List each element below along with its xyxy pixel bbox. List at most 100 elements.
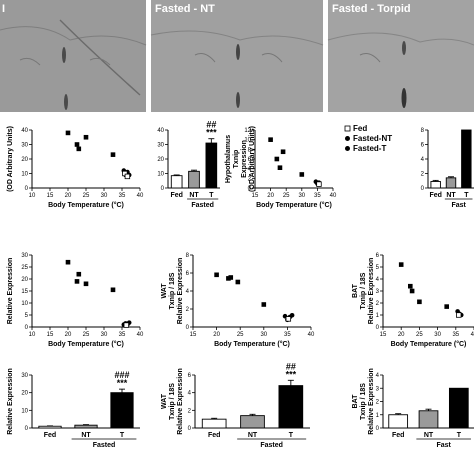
bar-fed xyxy=(170,175,183,189)
significance-stars: *** xyxy=(286,369,297,379)
x-axis-label: Body Temperature (°C) xyxy=(48,201,124,209)
y-tick-label: 20 xyxy=(21,277,28,283)
x-tick-label: 35 xyxy=(119,332,126,338)
x-tick-label: 10 xyxy=(29,332,36,338)
group-label: Fasted xyxy=(93,442,116,449)
y-tick-label: 10 xyxy=(21,172,28,178)
x-tick-label: 30 xyxy=(298,193,305,199)
y-tick-label: 2 xyxy=(376,301,380,307)
chart-r3c2: 0 2 4 6 WAT Txnip / 18S Relative Expression Fed… xyxy=(161,361,310,449)
data-point-fed xyxy=(316,181,322,187)
y-tick-label: 6 xyxy=(376,253,380,259)
y-tick-label: 20 xyxy=(21,391,28,397)
x-tick-label: 35 xyxy=(119,193,126,199)
data-point-torpid xyxy=(277,165,283,170)
x-tick-label: 15 xyxy=(47,193,54,199)
y-tick-label: 0 xyxy=(376,426,380,432)
category-label: T xyxy=(209,192,214,199)
x-tick-label: 20 xyxy=(267,193,274,199)
x-tick-label: 40 xyxy=(137,193,144,199)
x-tick-label: 40 xyxy=(330,193,337,199)
y-tick-label: 0 xyxy=(186,325,190,331)
x-tick-label: 20 xyxy=(213,332,220,338)
y-tick-label: 4 xyxy=(421,157,425,163)
bar-nt xyxy=(74,424,98,429)
y-tick-label: 10 xyxy=(21,301,28,307)
data-point-torpid xyxy=(65,130,71,136)
x-tick-label: 40 xyxy=(308,332,315,338)
y-axis-label: Relative Expression xyxy=(368,258,375,325)
y-tick-label: 4 xyxy=(376,277,380,283)
y-tick-label: 4 xyxy=(186,289,190,295)
y-tick-label: 30 xyxy=(21,373,28,379)
y-tick-label: 0 xyxy=(421,186,425,192)
y-axis-label: Relative Expression xyxy=(368,368,375,435)
y-axis-label: Txnip / 18S xyxy=(169,272,176,309)
y-tick-label: 25 xyxy=(21,265,28,271)
x-tick-label: 40 xyxy=(137,332,144,338)
y-tick-label: 12 xyxy=(244,128,251,134)
category-label: Fed xyxy=(208,432,220,439)
x-tick-label: 30 xyxy=(260,332,267,338)
category-label: Fed xyxy=(170,192,182,199)
y-axis-label: Relative Expression xyxy=(177,258,184,325)
y-axis-label: WAT xyxy=(161,283,168,299)
y-tick-label: 0 xyxy=(248,186,252,192)
y-tick-label: 10 xyxy=(157,172,164,178)
x-tick-label: 15 xyxy=(47,332,54,338)
y-axis-label: (OD Arbitrary Units) xyxy=(7,126,14,192)
legend-label-fed: Fed xyxy=(353,124,367,133)
y-tick-label: 5 xyxy=(376,265,380,271)
y-axis-label: WAT xyxy=(161,393,168,409)
data-point-torpid xyxy=(299,172,305,177)
bar-t xyxy=(461,129,472,189)
category-label: Fed xyxy=(429,192,441,199)
y-axis-label: Txnip / 18S xyxy=(169,383,176,420)
group-label: Fast xyxy=(436,442,451,449)
data-point-torpid xyxy=(83,281,89,287)
x-tick-label: 25 xyxy=(83,193,90,199)
y-tick-label: 5 xyxy=(25,313,29,319)
y-tick-label: 6 xyxy=(188,373,192,379)
x-tick-label: 15 xyxy=(252,193,259,199)
y-tick-label: 0 xyxy=(376,325,380,331)
y-axis-label: BAT xyxy=(352,283,359,298)
data-point-torpid xyxy=(65,259,71,265)
y-axis-label: BAT xyxy=(352,394,359,409)
significance-hashes: ## xyxy=(206,120,216,130)
group-label: Fasted xyxy=(191,202,214,209)
data-point-torpid xyxy=(280,149,286,155)
x-tick-label: 20 xyxy=(398,332,405,338)
x-tick-label: 20 xyxy=(65,193,72,199)
bar-fed xyxy=(430,181,441,189)
data-point-torpid xyxy=(74,142,80,147)
chart-r1c4: 0 2 4 6 8 Fed NT T Fast xyxy=(421,128,474,209)
legend-marker-fasted-nt xyxy=(345,136,350,141)
bar-nt xyxy=(188,170,200,189)
bar-t xyxy=(278,385,304,429)
micrograph-panel-3: Fasted - Torpid xyxy=(327,0,474,112)
y-axis-label: Txnip / 18S xyxy=(360,383,367,420)
legend: Fed Fasted-NT Fasted-T xyxy=(344,124,392,153)
y-tick-label: 40 xyxy=(21,128,28,134)
y-tick-label: 2 xyxy=(248,176,252,182)
y-axis-label: Relative Expression xyxy=(7,258,14,325)
category-label: NT xyxy=(424,432,434,439)
x-tick-label: 25 xyxy=(237,332,244,338)
category-label: NT xyxy=(248,432,258,439)
legend-label-fasted-nt: Fasted-NT xyxy=(353,134,392,143)
significance-hashes: ### xyxy=(114,370,129,380)
y-tick-label: 6 xyxy=(186,271,190,277)
x-tick-label: 25 xyxy=(416,332,423,338)
panel-header-3: Fasted - Torpid xyxy=(332,3,411,15)
data-point-torpid xyxy=(228,275,234,280)
y-tick-label: 1 xyxy=(376,413,380,419)
chart-r2c2: 0 2 4 6 8 15 20 25 30 35 40 WAT Txnip / 18S Relative … xyxy=(161,253,315,348)
y-tick-label: 3 xyxy=(376,289,380,295)
data-point-torpid xyxy=(76,271,82,277)
y-tick-label: 2 xyxy=(376,400,380,406)
x-tick-label: 30 xyxy=(101,332,108,338)
group-label: Fast xyxy=(451,202,466,209)
